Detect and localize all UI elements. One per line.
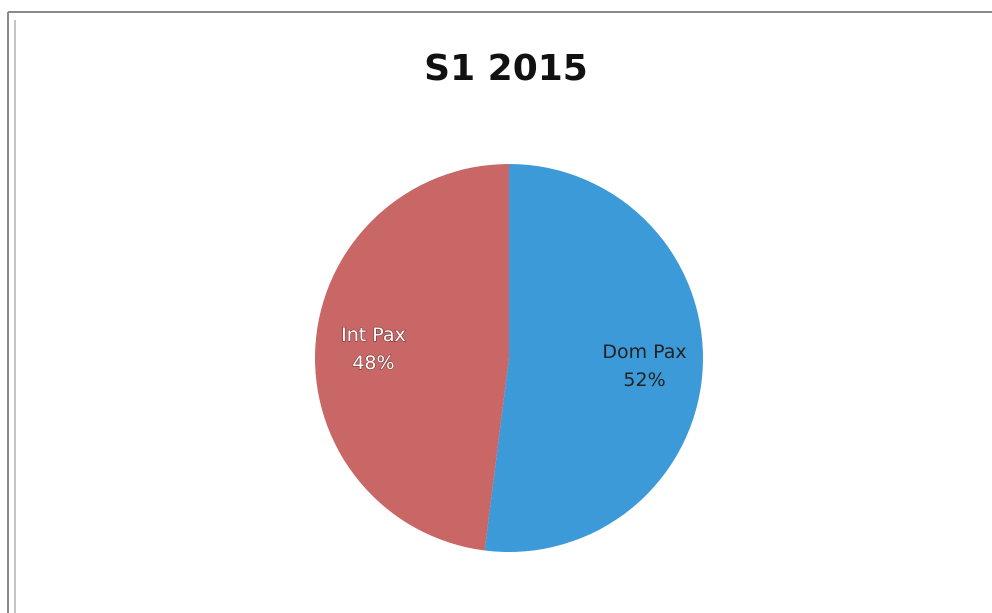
slice-value-label: 48% — [352, 352, 394, 374]
pie-slice — [314, 164, 509, 551]
slice-label: Int Pax — [341, 324, 406, 346]
pie-slice — [484, 164, 703, 552]
chart-title: S1 2015 — [424, 48, 588, 89]
slice-label: Dom Pax — [602, 341, 686, 363]
slice-value-label: 52% — [623, 369, 665, 391]
